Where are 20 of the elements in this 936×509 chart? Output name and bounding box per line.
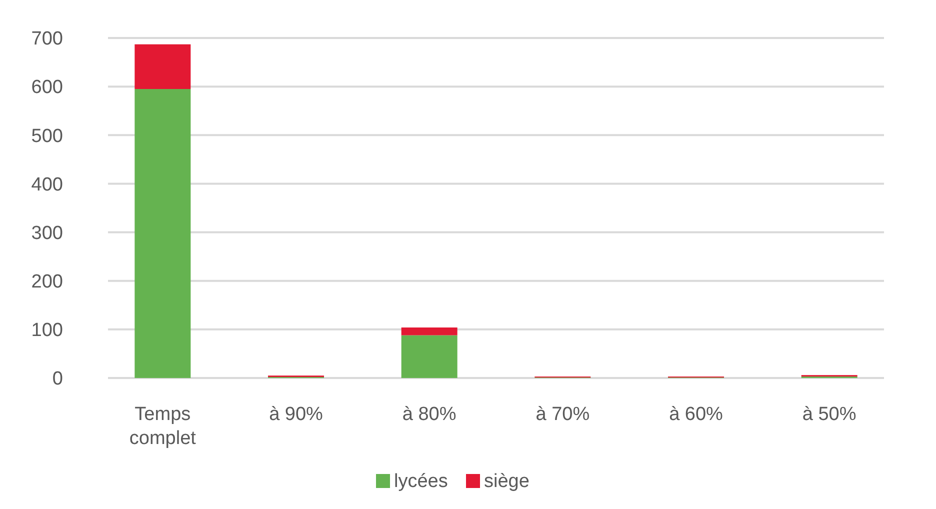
y-tick-label: 0 <box>52 368 63 390</box>
y-tick-label: 300 <box>31 222 63 244</box>
x-tick-label: à 50% <box>802 404 856 425</box>
x-tick-label: à 90% <box>269 404 324 425</box>
bar <box>134 44 191 89</box>
x-tick-label: Temps complet <box>129 404 197 449</box>
x-tick-label: à 70% <box>536 404 590 425</box>
y-tick-label: 100 <box>31 320 63 342</box>
bar <box>401 327 458 336</box>
bar <box>401 335 458 378</box>
legend-label: siège <box>484 471 530 492</box>
y-tick-label: 700 <box>31 28 63 50</box>
legend-label: lycées <box>394 471 448 492</box>
y-tick-label: 500 <box>31 126 63 147</box>
bar <box>134 89 191 378</box>
y-tick-label: 600 <box>31 77 63 98</box>
x-tick-label: à 80% <box>402 404 456 425</box>
x-tick-label: à 60% <box>669 404 724 425</box>
y-tick-label: 400 <box>31 174 63 196</box>
y-tick-label: 200 <box>31 272 63 293</box>
